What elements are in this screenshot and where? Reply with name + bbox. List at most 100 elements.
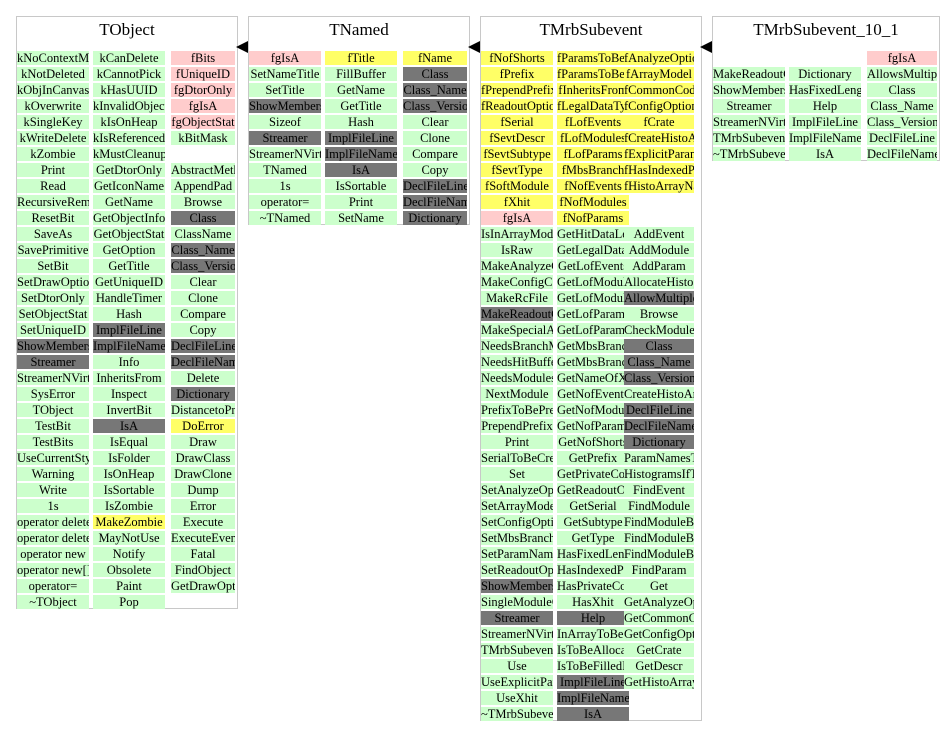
class-member: Help bbox=[789, 99, 861, 113]
class-member: SetArrayMode bbox=[481, 499, 553, 513]
class-member: fgObjectStat bbox=[171, 115, 235, 129]
class-member: AbstractMethod bbox=[171, 163, 235, 177]
class-member: fInheritsFrom bbox=[557, 83, 629, 97]
class-member: SetAnalyzeOptions bbox=[481, 483, 553, 497]
class-member: ImplFileLine bbox=[325, 131, 397, 145]
class-box-tmrbsubevent: TMrbSubevent fNofShorts fPrefix fPrependPr… bbox=[480, 16, 702, 721]
class-member: TestBit bbox=[17, 419, 89, 433]
class-member: fSevtType bbox=[481, 163, 553, 177]
class-member: MakeConfigCode bbox=[481, 275, 553, 289]
class-member: SysError bbox=[17, 387, 89, 401]
class-member: fNofEvents bbox=[557, 179, 629, 193]
class-member: SaveAs bbox=[17, 227, 89, 241]
class-member: fConfigOptions bbox=[624, 99, 694, 113]
class-member: GetName bbox=[325, 83, 397, 97]
class-member: kWriteDelete bbox=[17, 131, 89, 145]
class-member: kCanDelete bbox=[93, 51, 165, 65]
class-member: SerialToBeCreated bbox=[481, 451, 553, 465]
class-member: TMrbSubevent_10_1 bbox=[713, 131, 785, 145]
class-member: HasFixedLengthFormat bbox=[557, 547, 629, 561]
class-member: UseExplicitParamNames bbox=[481, 675, 553, 689]
class-member: ImplFileName bbox=[789, 131, 861, 145]
class-member: Browse bbox=[171, 195, 235, 209]
class-member: GetNofShorts bbox=[557, 435, 629, 449]
class-title: TMrbSubevent bbox=[539, 20, 643, 39]
class-member: MakeReadoutCode bbox=[713, 67, 785, 81]
class-member: SetParamNames bbox=[481, 547, 553, 561]
class-member: Class_Name bbox=[403, 83, 467, 97]
class-member: StreamerNVirtual bbox=[481, 627, 553, 641]
class-member: GetObjectStat bbox=[93, 227, 165, 241]
class-member: StreamerNVirtual bbox=[249, 147, 321, 161]
class-member: fPrefix bbox=[481, 67, 553, 81]
class-member: GetOption bbox=[93, 243, 165, 257]
class-member: Class bbox=[403, 67, 467, 81]
class-member: TestBits bbox=[17, 435, 89, 449]
class-member: operator= bbox=[249, 195, 321, 209]
class-member: DeclFileLine bbox=[403, 179, 467, 193]
class-member: TMrbSubevent bbox=[481, 643, 553, 657]
class-member: GetName bbox=[93, 195, 165, 209]
class-member: AllocateHistograms bbox=[624, 275, 694, 289]
class-member: ResetBit bbox=[17, 211, 89, 225]
class-member: Class_Version bbox=[171, 259, 235, 273]
class-member: SetDtorOnly bbox=[17, 291, 89, 305]
class-title: TObject bbox=[99, 20, 155, 39]
class-member: SetName bbox=[325, 211, 397, 225]
inheritance-arrow-icon bbox=[700, 41, 712, 53]
class-member: ~TMrbSubevent bbox=[481, 707, 553, 721]
class-member: fgDtorOnly bbox=[171, 83, 235, 97]
class-member: DrawClass bbox=[171, 451, 235, 465]
class-member: Delete bbox=[171, 371, 235, 385]
class-title: TMrbSubevent_10_1 bbox=[753, 20, 899, 39]
class-member: Pop bbox=[93, 595, 165, 609]
class-member: fCrate bbox=[624, 115, 694, 129]
class-member: Class bbox=[171, 211, 235, 225]
class-member: AllowsMultipleModules bbox=[867, 67, 937, 81]
class-member: fCreateHistoArray bbox=[624, 131, 694, 145]
class-member: kObjInCanvas bbox=[17, 83, 89, 97]
class-member: fMbsBranch bbox=[557, 163, 629, 177]
class-member: Info bbox=[93, 355, 165, 369]
class-member: kNotDeleted bbox=[17, 67, 89, 81]
class-member: GetConfigOptions bbox=[624, 627, 694, 641]
class-member: MakeReadoutCode bbox=[481, 307, 553, 321]
class-member: fLofEvents bbox=[557, 115, 629, 129]
class-member: Class_Name bbox=[624, 355, 694, 369]
class-member: fLegalDataTypes bbox=[557, 99, 629, 113]
class-member: ShowMembers bbox=[481, 579, 553, 593]
class-member: kNoContextMenu bbox=[17, 51, 89, 65]
class-member: fReadoutOptions bbox=[481, 99, 553, 113]
class-member: DeclFileLine bbox=[867, 131, 937, 145]
class-title: TNamed bbox=[329, 20, 389, 39]
class-member: DoError bbox=[171, 419, 235, 433]
class-member: GetObjectInfo bbox=[93, 211, 165, 225]
class-member: ImplFileName bbox=[93, 339, 165, 353]
class-member: NeedsModulesToBeAssigned bbox=[481, 371, 553, 385]
class-member: 1s bbox=[249, 179, 321, 193]
class-member: Clone bbox=[403, 131, 467, 145]
class-member: operator new[] bbox=[17, 563, 89, 577]
class-member: Read bbox=[17, 179, 89, 193]
class-member: ShowMembers bbox=[249, 99, 321, 113]
class-member: Clone bbox=[171, 291, 235, 305]
class-member: IsA bbox=[93, 419, 165, 433]
class-member: AddModule bbox=[624, 243, 694, 257]
class-member: NeedsBranchMode bbox=[481, 339, 553, 353]
class-member: GetMbsBranch bbox=[557, 339, 629, 353]
class-member: Warning bbox=[17, 467, 89, 481]
class-member: fHistoArrayName bbox=[624, 179, 694, 193]
class-member: GetDrawOption bbox=[171, 579, 235, 593]
class-member: FindEvent bbox=[624, 483, 694, 497]
class-member: GetSubtype bbox=[557, 515, 629, 529]
class-member: ExecuteEvent bbox=[171, 531, 235, 545]
class-member: SetObjectStat bbox=[17, 307, 89, 321]
class-member: Streamer bbox=[17, 355, 89, 369]
class-member: SetMbsBranch bbox=[481, 531, 553, 545]
class-member: Dictionary bbox=[789, 67, 861, 81]
class-member: GetCrate bbox=[624, 643, 694, 657]
class-member: AddEvent bbox=[624, 227, 694, 241]
class-member: MakeSpecialAnalyzeCode bbox=[481, 323, 553, 337]
class-member: FindObject bbox=[171, 563, 235, 577]
